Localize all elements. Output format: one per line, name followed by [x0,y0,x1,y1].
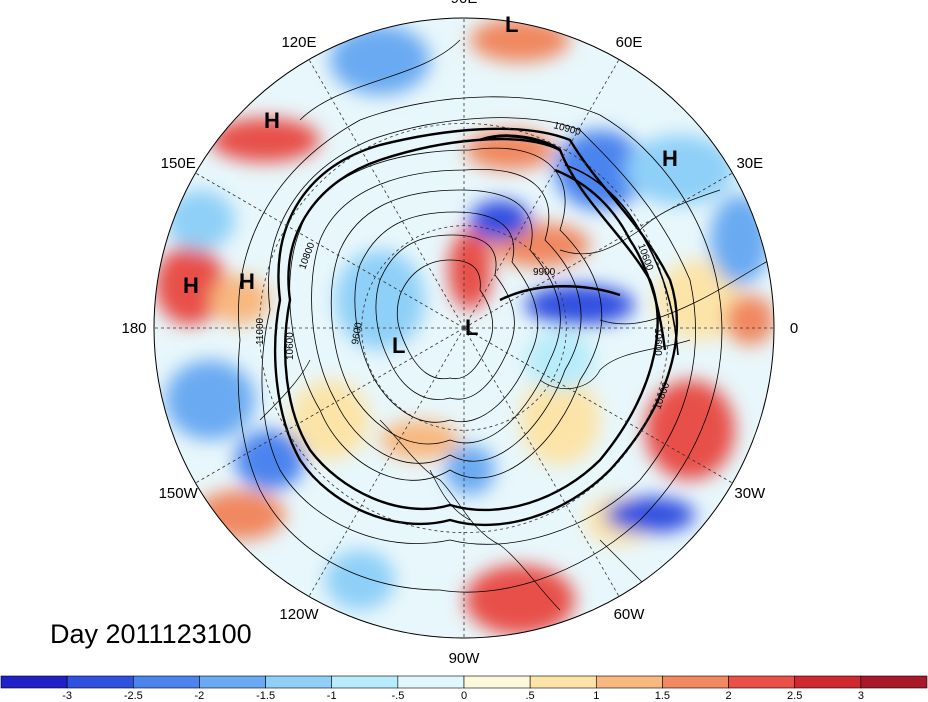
colorbar-tick-label: 2.5 [787,690,802,702]
high-pressure-marker: H [239,269,255,294]
colorbar-swatch [397,675,465,689]
high-pressure-marker: H [264,108,280,133]
longitude-label: 30W [734,485,766,502]
colorbar-swatch [0,675,68,689]
contour-label: 11000 [255,317,266,345]
colorbar-tick-label: 3 [858,690,864,702]
meridian-line [463,327,620,597]
pressure-centers: H H H H L L L [183,12,678,358]
high-pressure-marker: H [662,146,678,171]
meridian-line [308,327,465,597]
contour-label: 9900 [533,267,556,278]
low-pressure-marker: L [505,12,518,37]
colorbar-tick-label: 1 [593,690,599,702]
meridian-line [463,327,733,484]
latitude-circle [258,122,670,534]
meridian-line [308,59,465,329]
colorbar-tick-label: .5 [526,690,535,702]
low-pressure-marker: L [392,333,405,358]
longitude-label: 180 [121,320,146,337]
longitude-label: 150E [161,155,196,172]
longitude-labels: 90E 60E 30E 0 30W 60W 90W 120W 150W 180 150E 120E [121,0,798,667]
colorbar-swatch [463,675,531,689]
longitude-label: 60E [616,34,643,51]
contour-label: 9600 [350,321,365,345]
colorbar-tick-label: -2.5 [124,690,143,702]
colorbar-swatch [728,675,796,689]
longitude-label: 0 [790,320,798,337]
colorbar-tick-label: -.5 [391,690,404,702]
colorbar: -3 -2.5 -2 -1.5 -1 -.5 0 .5 1 1.5 2 2.5 3 [0,675,928,702]
longitude-label: 60W [614,606,646,623]
colorbar-swatch [662,675,729,689]
geopotential-contours [237,96,723,593]
colorbar-tick-label: 2 [726,690,732,702]
date-label: Day 2011123100 [50,619,252,649]
colorbar-swatch [199,675,266,689]
colorbar-tick-label: 1.5 [655,690,670,702]
longitude-label: 150W [159,485,199,502]
colorbar-swatch [794,675,862,689]
longitude-label: 30E [736,155,763,172]
low-pressure-marker: L [465,315,478,340]
colorbar-swatch [132,675,200,689]
colorbar-swatch [265,675,333,689]
longitude-label: 120W [279,606,319,623]
contour-label: 10600 [285,332,296,360]
colorbar-swatch [331,675,399,689]
colorbar-tick-label: -3 [62,690,72,702]
meridian-line [195,327,465,484]
meridian-line [463,59,620,329]
coastlines [259,39,771,611]
map-boundary [153,17,775,639]
longitude-label: 90W [449,650,481,667]
colorbar-swatch [595,675,663,689]
longitude-label: 90E [451,0,478,7]
colorbar-tick-label: -2 [195,690,205,702]
latitude-circle [361,225,567,431]
meridian-line [463,172,733,329]
contour-label: 10600 [652,328,663,356]
longitude-label: 120E [281,34,316,51]
colorbar-tick-label: -1 [327,690,337,702]
high-pressure-marker: H [183,273,199,298]
graticule [154,18,774,638]
colorbar-tick-label: 0 [461,690,467,702]
meridian-line [195,172,465,329]
colorbar-swatch [66,675,134,689]
colorbar-swatch [529,675,597,689]
colorbar-swatch [860,675,928,689]
colorbar-tick-label: -1.5 [256,690,275,702]
